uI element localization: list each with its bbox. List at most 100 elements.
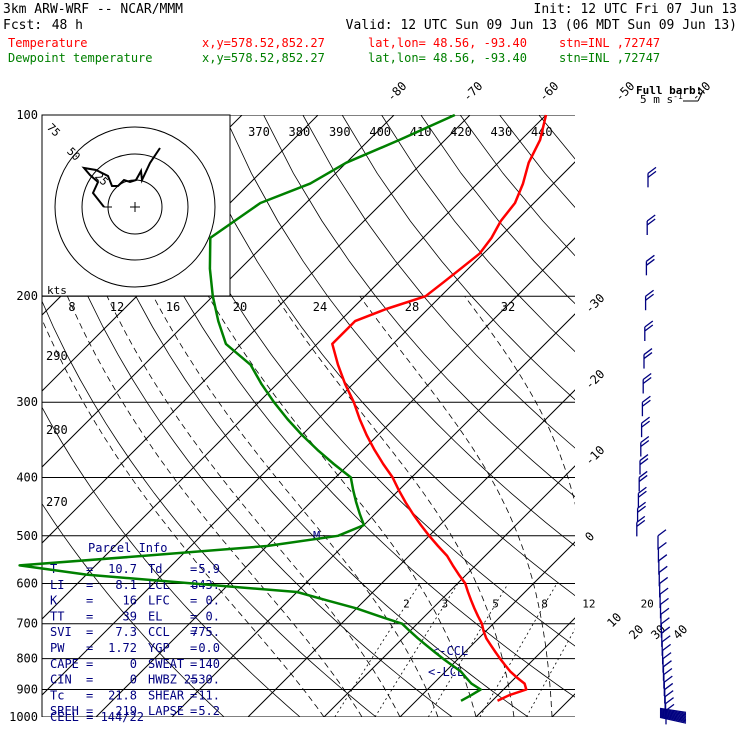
wind-barb-flag	[641, 420, 650, 428]
parcel-value: 140	[198, 657, 220, 671]
dry-adiabat	[42, 406, 301, 717]
barb-legend-units: 5 m s-1	[640, 92, 683, 106]
dry-adiabats	[42, 115, 740, 717]
parcel-key: K	[50, 594, 58, 608]
speed-label-32: 32	[501, 300, 515, 314]
wind-barb-flag	[646, 218, 656, 226]
wind-barb-flag	[646, 254, 655, 262]
wind-barb-flag	[638, 470, 648, 478]
wind-barb-flag	[659, 587, 669, 595]
valid-time: Valid: 12 UTC Sun 09 Jun 13 (06 MDT Sun …	[346, 18, 737, 33]
pressure-label: 400	[16, 470, 38, 484]
pressure-label: 700	[16, 617, 38, 631]
pressure-label: 900	[16, 682, 38, 696]
parcel-key: Tc	[50, 688, 64, 702]
wind-barb-flag	[638, 486, 647, 494]
isotherm-line	[42, 115, 547, 620]
parcel-eq: =	[190, 594, 197, 608]
theta-labels: 370 380 390 400 410 420 430 440	[248, 125, 552, 139]
wind-barb-flag	[663, 667, 673, 676]
speed-label-16: 16	[166, 300, 180, 314]
mixing-ratio-line	[334, 583, 421, 717]
parcel-eq: =	[86, 562, 93, 576]
parcel-info-panel: Parcel Info T = 10.7 Td = 5.9LI = 8.1 LCL =843.K =…	[50, 541, 220, 724]
wind-barb-flag	[664, 682, 674, 690]
legend-temperature: Temperature	[8, 36, 87, 50]
pressure-label: 500	[16, 529, 38, 543]
dry-adiabat	[66, 115, 529, 717]
hodo-kts-label: kts	[47, 284, 67, 297]
parcel-value: 1.72	[108, 641, 137, 655]
wind-barb-flag	[642, 372, 652, 380]
barb-legend-sample-flag	[697, 92, 703, 102]
wind-barb-flag	[647, 166, 657, 174]
temp-xy: x,y=578.52,852.27	[202, 36, 325, 50]
isotherm-label: 20	[626, 622, 646, 642]
mixing-ratio-label: 12	[582, 597, 595, 610]
mixing-ratio-line	[374, 583, 459, 717]
isotherm-line	[399, 541, 575, 717]
theta-label: 380	[289, 125, 311, 139]
parcel-eq: =	[190, 688, 197, 702]
wind-barb-cluster	[659, 714, 687, 722]
isotherm-label: -10	[582, 443, 607, 468]
parcel-eq: =	[86, 688, 93, 702]
mixing-ratio-label: 5	[492, 597, 499, 610]
wind-barb-cluster	[659, 708, 687, 715]
parcel-key: SHEAR	[148, 688, 185, 702]
model-title: 3km ARW-WRF -- NCAR/MMM	[3, 2, 183, 17]
wind-barb-flag	[662, 652, 672, 660]
dry-adiabat	[184, 115, 575, 597]
wind-barb-flag	[661, 626, 671, 634]
parcel-value: 0	[130, 673, 137, 687]
wind-barb-flag	[645, 293, 654, 301]
temp-latlon: lat,lon= 48.56, -93.40	[368, 36, 527, 50]
dry-adiabat	[459, 115, 575, 257]
theta-label: 430	[491, 125, 513, 139]
temp-stn: stn=INL ,72747	[559, 36, 660, 50]
isotherm-label: -50	[612, 79, 637, 104]
wind-barb-flag	[646, 214, 656, 222]
pressure-label: 300	[16, 395, 38, 409]
parcel-key: LFC	[148, 594, 170, 608]
mixing-ratio-label: 2	[403, 597, 410, 610]
parcel-key: TT	[50, 609, 64, 623]
isotherm-line	[704, 115, 740, 717]
wind-barb-flag	[640, 440, 650, 448]
dew-latlon: lat,lon= 48.56, -93.40	[368, 51, 527, 65]
isotherm-label: -30	[582, 291, 607, 316]
parcel-eq: =	[86, 673, 93, 687]
profiles	[18, 113, 548, 702]
parcel-value: 2530.	[184, 673, 220, 687]
isotherm-label: -80	[384, 79, 409, 104]
theta-left-270: 270	[46, 495, 68, 509]
wind-barb-flag	[662, 643, 672, 651]
parcel-key: SVI	[50, 625, 72, 639]
hodograph-frame	[41, 114, 231, 297]
wind-barb-flag	[642, 395, 651, 403]
hodograph-center-icon	[130, 202, 140, 212]
wind-barb-cluster	[659, 709, 687, 716]
isotherm-line	[42, 115, 395, 468]
parcel-key: HWBZ	[148, 673, 177, 687]
isotherm-label: -70	[460, 79, 485, 104]
parcel-value: 0	[130, 657, 137, 671]
dew-stn: stn=INL ,72747	[559, 51, 660, 65]
dry-adiabat	[420, 115, 575, 305]
dry-adiabat	[696, 115, 740, 717]
wind-barb-cluster	[659, 716, 687, 724]
dry-adiabat	[42, 300, 377, 717]
pressure-label: 100	[16, 108, 38, 122]
wind-barb-flag	[641, 416, 650, 424]
parcel-key: SREH	[50, 704, 79, 718]
parcel-eq: =	[190, 609, 197, 623]
parcel-key: PW	[50, 641, 65, 655]
dry-adiabat	[263, 115, 575, 498]
wind-barb-flag	[660, 617, 670, 625]
parcel-value: 21.8	[108, 688, 137, 702]
wind-barb-flag	[637, 505, 646, 513]
pressure-label: 200	[16, 289, 38, 303]
moist-adiabat	[666, 296, 706, 717]
wind-barb-flag	[638, 490, 647, 498]
temperature-line	[331, 114, 548, 702]
